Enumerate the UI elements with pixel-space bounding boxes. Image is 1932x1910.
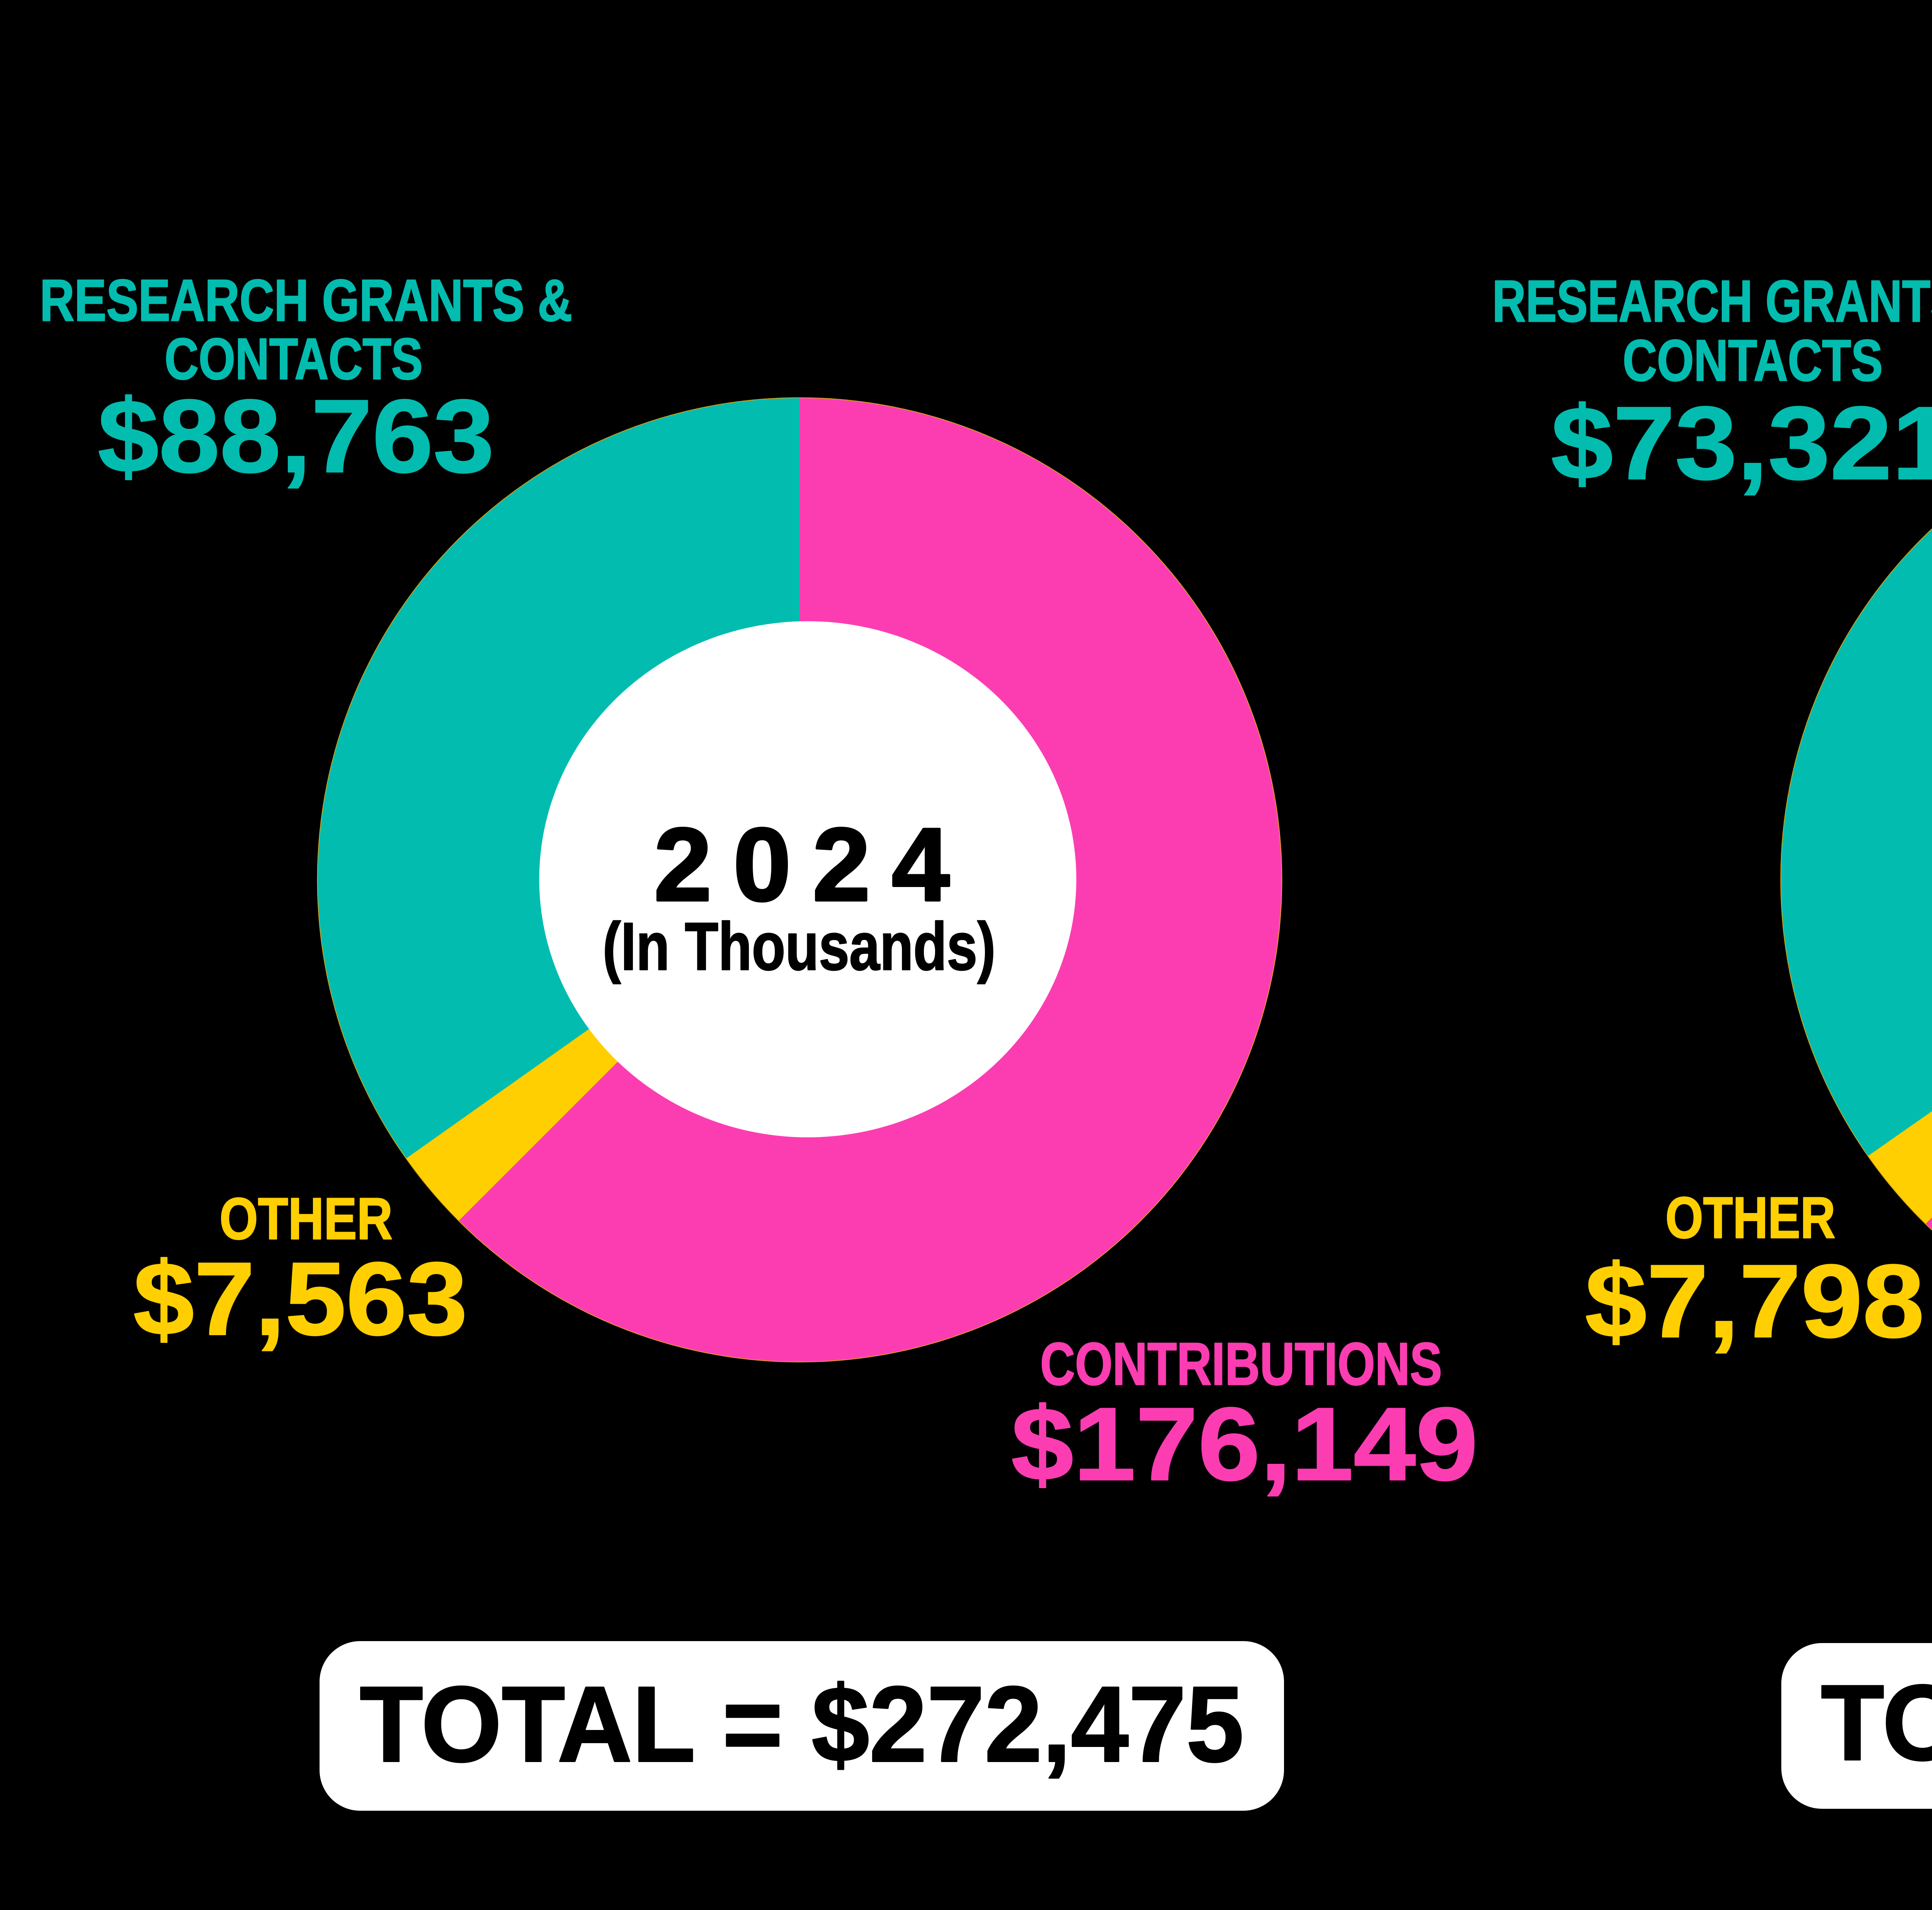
svg-text:TOTAL = $242,775: TOTAL = $242,775 xyxy=(1821,1662,1932,1783)
svg-text:$7,798: $7,798 xyxy=(1585,1243,1924,1359)
svg-text:$73,321: $73,321 xyxy=(1551,385,1932,501)
svg-text:TOTAL = $272,475: TOTAL = $272,475 xyxy=(360,1664,1244,1784)
svg-text:(In Thousands): (In Thousands) xyxy=(603,909,996,984)
svg-text:$88,763: $88,763 xyxy=(98,378,494,494)
svg-text:CONTRIBUTIONS: CONTRIBUTIONS xyxy=(1040,1330,1442,1397)
svg-text:OTHER: OTHER xyxy=(1665,1185,1835,1251)
svg-text:RESEARCH GRANTS &: RESEARCH GRANTS & xyxy=(1492,268,1932,334)
svg-text:CONTACTS: CONTACTS xyxy=(1623,328,1883,393)
svg-text:OTHER: OTHER xyxy=(219,1186,393,1252)
svg-text:CONTACTS: CONTACTS xyxy=(165,326,423,392)
svg-text:$176,149: $176,149 xyxy=(1011,1386,1478,1502)
svg-text:$7,563: $7,563 xyxy=(133,1241,468,1357)
svg-text:RESEARCH GRANTS &: RESEARCH GRANTS & xyxy=(40,268,572,333)
